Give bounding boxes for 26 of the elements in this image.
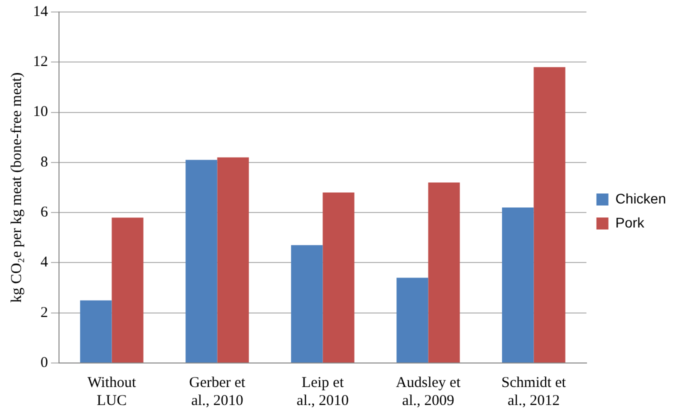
bar [291, 245, 323, 362]
bar [396, 278, 428, 362]
x-tick-label: Without LUC [87, 374, 137, 409]
bar [80, 300, 112, 362]
y-tick-label: 8 [40, 154, 48, 170]
x-tick-label: Audsley et al., 2009 [396, 374, 462, 409]
x-tick-label: Leip et al., 2010 [296, 374, 349, 409]
x-tick-label: Schmidt et al., 2012 [501, 374, 567, 409]
y-tick-label: 0 [40, 354, 48, 371]
y-tick-label: 4 [40, 254, 48, 271]
bar [322, 192, 354, 362]
bar [502, 208, 534, 362]
legend-label: Chicken [615, 190, 666, 206]
legend-label: Pork [615, 214, 646, 230]
y-tick-label: 6 [40, 204, 48, 221]
y-tick-label: 12 [33, 54, 48, 70]
bar [217, 157, 249, 362]
y-axis-title: kg CO₂e per kg meat (bone-free meat) [8, 72, 25, 303]
y-tick-label: 10 [33, 104, 48, 120]
y-tick-label: 14 [33, 4, 48, 20]
y-tick-label: 2 [40, 304, 48, 321]
bar [534, 67, 566, 362]
bar [112, 218, 144, 362]
bar [186, 160, 218, 362]
bar [428, 182, 460, 362]
x-tick-label: Gerber et al., 2010 [189, 374, 246, 409]
